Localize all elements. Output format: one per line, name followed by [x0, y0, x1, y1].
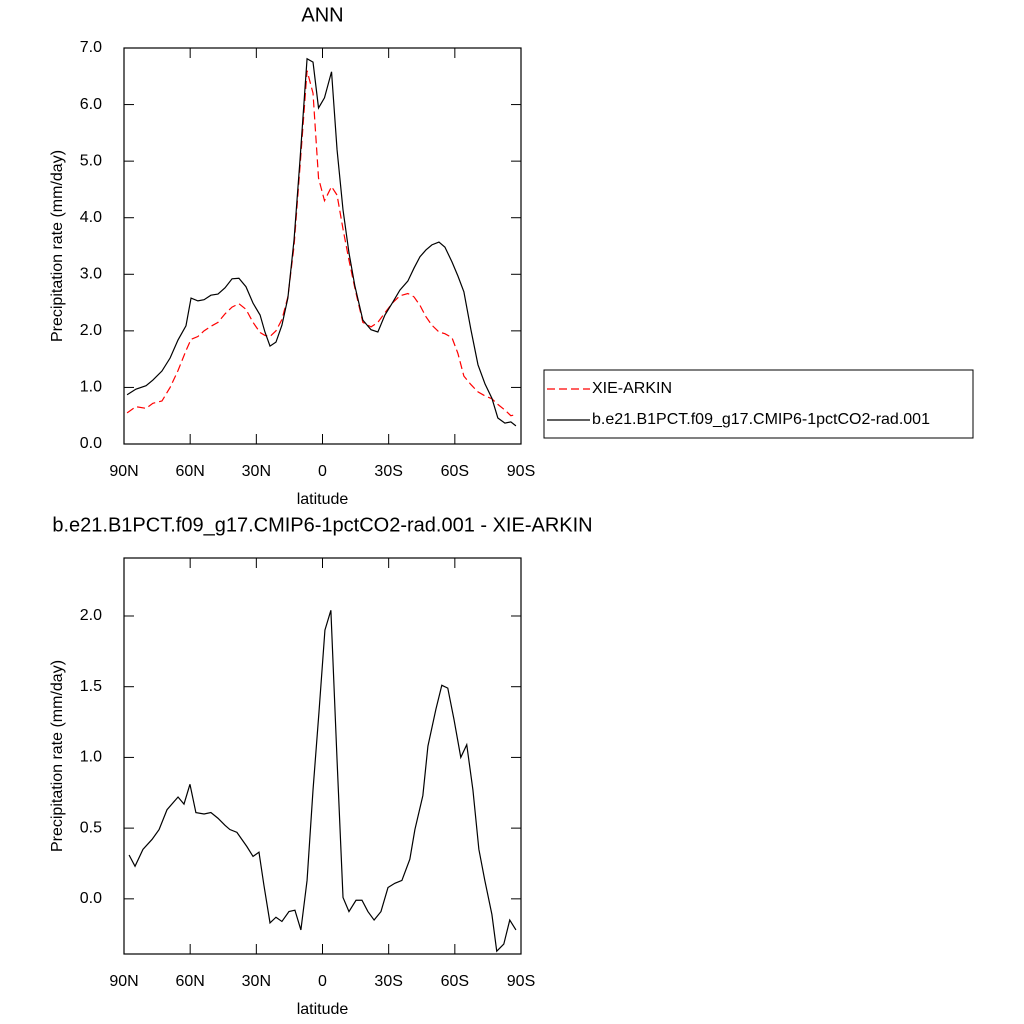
x-tick-label: 90S [507, 463, 535, 480]
chart-title: ANN [301, 4, 343, 26]
y-tick-label: 0.0 [80, 435, 102, 452]
legend-label: XIE-ARKIN [592, 380, 672, 397]
y-tick-label: 1.0 [80, 749, 102, 766]
y-axis-label: Precipitation rate (mm/day) [49, 150, 66, 342]
y-tick-label: 6.0 [80, 96, 102, 113]
data-line [126, 70, 517, 417]
x-tick-label: 60N [175, 973, 204, 990]
x-tick-label: 30S [374, 973, 402, 990]
y-tick-label: 1.0 [80, 379, 102, 396]
y-tick-label: 0.5 [80, 819, 102, 836]
legend-label: b.e21.B1PCT.f09_g17.CMIP6-1pctCO2-rad.00… [592, 411, 930, 428]
x-axis-label: latitude [297, 1001, 349, 1018]
y-tick-label: 1.5 [80, 678, 102, 695]
x-tick-label: 0 [318, 463, 327, 480]
x-tick-label: 90N [109, 973, 138, 990]
legend-box [543, 369, 974, 439]
y-tick-label: 2.0 [80, 607, 102, 624]
x-tick-label: 90N [109, 463, 138, 480]
x-tick-label: 60S [441, 463, 469, 480]
y-tick-label: 5.0 [80, 152, 102, 169]
x-tick-label: 60S [441, 973, 469, 990]
x-tick-label: 0 [318, 973, 327, 990]
x-tick-label: 60N [175, 463, 204, 480]
chart-title: b.e21.B1PCT.f09_g17.CMIP6-1pctCO2-rad.00… [52, 514, 592, 536]
x-tick-label: 90S [507, 973, 535, 990]
data-line [126, 57, 517, 427]
x-tick-label: 30N [242, 463, 271, 480]
y-tick-label: 3.0 [80, 266, 102, 283]
x-axis-label: latitude [297, 491, 349, 508]
y-tick-label: 0.0 [80, 890, 102, 907]
y-axis-label: Precipitation rate (mm/day) [49, 660, 66, 852]
data-line [128, 610, 517, 953]
y-tick-label: 4.0 [80, 209, 102, 226]
x-tick-label: 30S [374, 463, 402, 480]
plot-frame [123, 47, 522, 445]
y-tick-label: 2.0 [80, 322, 102, 339]
y-tick-label: 7.0 [80, 39, 102, 56]
x-tick-label: 30N [242, 973, 271, 990]
